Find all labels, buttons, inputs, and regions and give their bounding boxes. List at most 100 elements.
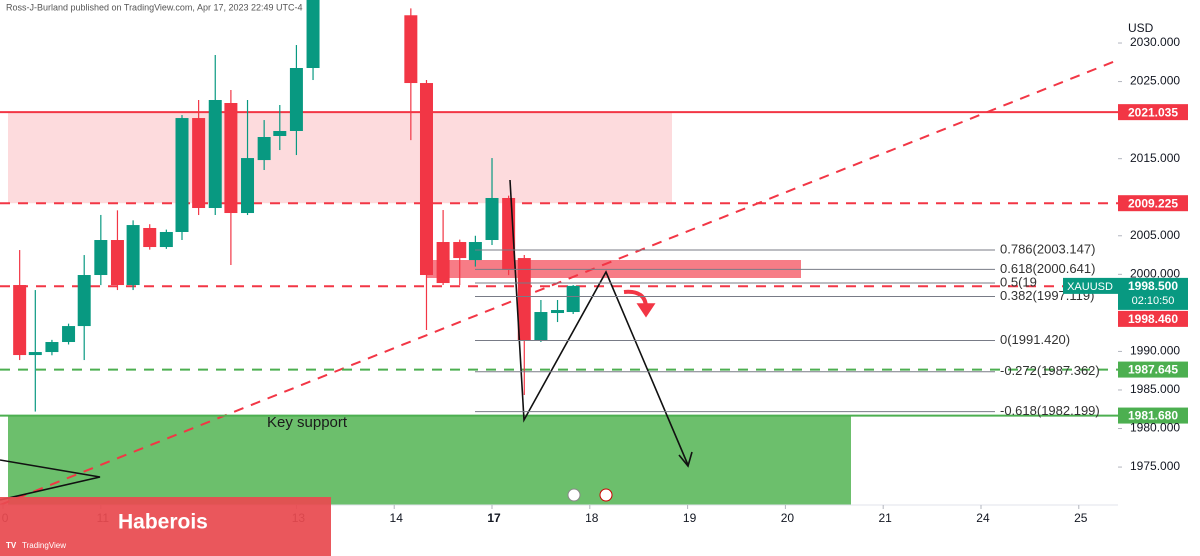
y-tick-label: 2025.000 [1130,74,1180,88]
candle-body [94,240,108,276]
candle-body [28,352,42,356]
x-tick-label: 25 [1074,511,1088,525]
candle [77,255,91,361]
event-icon[interactable] [567,488,581,502]
candle [224,90,238,265]
level-tag [1118,195,1188,212]
candle [419,80,433,330]
candle-body [289,68,303,131]
x-tick-label: 20 [781,511,795,525]
candle [175,115,189,241]
level-tag [1118,361,1188,378]
symbol-label: XAUUSD [1067,281,1113,293]
price-tag [1118,277,1188,310]
level-tag [1118,310,1188,327]
y-tick-label: 1990.000 [1130,344,1180,358]
candle [62,323,76,345]
candle [517,255,531,395]
candle [94,214,108,286]
candle-body [419,83,433,276]
x-tick-label: 19 [683,511,697,525]
candle-body [62,326,76,343]
candle-body [566,285,580,313]
candle-body [126,225,140,286]
projection-path [509,179,689,466]
banner-bg [0,497,331,556]
candle [159,229,173,249]
symbol-tag [1063,277,1118,294]
candle [126,220,140,291]
fib-label: 0.5(19 [1000,274,1037,289]
logo: TradingView [22,541,66,550]
candle [143,224,157,250]
zones [8,112,851,505]
x-tick-label: 14 [390,511,404,525]
logo-mark: TV [6,541,17,550]
fib-label: -0.272(1987.362) [1000,363,1100,378]
level-label: 1981.680 [1128,409,1178,423]
candle [289,45,303,156]
drawings [0,179,693,501]
y-tick-label: 2030.000 [1130,35,1180,49]
fib-label: -0.618(1982.199) [1000,403,1100,418]
candle [45,339,59,356]
y-tick-label: 1975.000 [1130,459,1180,473]
x-tick-label: 18 [585,511,599,525]
candle-body [45,342,59,353]
level-tag [1118,407,1188,424]
level-label: 1987.645 [1128,363,1178,377]
candle-body [13,285,27,356]
candle-body [143,227,157,248]
banner: Haberois [118,511,208,534]
fib: 0.786(2003.147)0.618(2000.641)0.5(190.38… [475,241,1100,418]
candle [110,210,124,291]
candle-body [77,275,91,327]
event-icons [567,488,613,502]
level-label: 1998.460 [1128,312,1178,326]
candle [306,0,320,81]
y-tick-label: 2015.000 [1130,151,1180,165]
candle [566,285,580,315]
candle [468,235,482,267]
candle-body [208,99,222,209]
fib-label: 0.786(2003.147) [1000,241,1095,256]
price-label: 1998.500 [1128,279,1178,293]
resistance-zone [8,112,672,204]
candle-body [453,242,467,259]
candles [13,0,580,412]
header: Ross-J-Burland published on TradingView.… [6,2,303,12]
fib-label: 0(1991.420) [1000,332,1070,347]
candle [28,290,42,412]
candle-body [224,103,238,214]
candle [534,299,548,343]
candle [192,99,206,216]
x-tick-label: 21 [879,511,893,525]
candle-body [192,118,206,209]
candle-body [257,137,271,161]
support-zone [8,415,851,505]
curved-arrow-head [636,303,656,318]
candle-body [241,158,255,214]
y-tick-label: 1985.000 [1130,382,1180,396]
annotation: Key support [267,414,348,431]
candle-body [534,312,548,341]
candle [208,55,222,216]
event-icon[interactable] [599,488,613,502]
candle-body [485,197,499,241]
y-tick-label: 2005.000 [1130,228,1180,242]
candle [273,105,287,151]
x-tick-label: 24 [976,511,990,525]
level-tag [1118,104,1188,121]
candle [485,158,499,246]
level-label: 2009.225 [1128,196,1178,210]
candle-body [175,118,189,232]
candle [404,8,418,141]
arrow-head [678,451,693,468]
candle-body [159,231,173,248]
y-tick-label: 2000.000 [1130,266,1180,280]
candle [436,210,450,286]
candle [257,120,271,171]
candle [453,239,467,286]
level-label: 2021.035 [1128,105,1178,119]
candle-body [273,130,287,137]
